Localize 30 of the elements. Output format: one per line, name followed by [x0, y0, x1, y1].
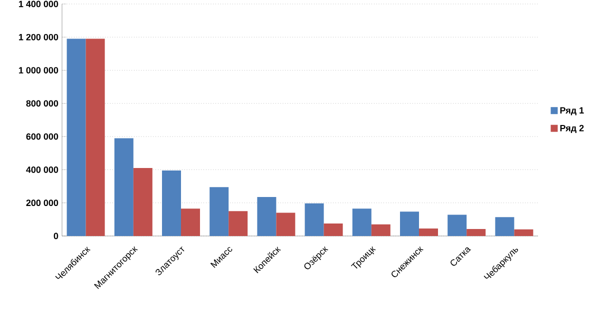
y-tick-label: 800 000	[26, 100, 58, 107]
bar	[210, 187, 229, 236]
bar	[86, 38, 105, 236]
y-tick-label: 400 000	[26, 166, 58, 173]
bar	[514, 229, 534, 236]
bar	[162, 170, 182, 236]
bar	[257, 197, 276, 236]
bar	[114, 138, 134, 236]
legend-label: Ряд 1	[560, 107, 584, 116]
y-tick-label: 1 400 000	[19, 0, 58, 8]
bar	[276, 212, 296, 236]
y-tick-label: 0	[54, 232, 58, 240]
y-tick-label: 1 200 000	[19, 34, 58, 40]
bar	[228, 211, 248, 236]
y-tick-label: 200 000	[26, 200, 58, 206]
bar	[419, 228, 438, 236]
bar	[181, 208, 200, 236]
bar	[448, 214, 467, 236]
bar	[352, 208, 372, 236]
bar	[400, 212, 419, 236]
legend-label: Ряд 2	[560, 124, 584, 134]
y-tick-label: 1 000 000	[19, 67, 58, 74]
bar	[304, 203, 324, 236]
bar	[133, 168, 152, 236]
bar	[324, 224, 343, 236]
bar	[466, 229, 486, 236]
bar	[371, 224, 390, 236]
bar	[495, 217, 514, 236]
y-tick-label: 600 000	[26, 133, 58, 140]
bar	[66, 38, 86, 236]
